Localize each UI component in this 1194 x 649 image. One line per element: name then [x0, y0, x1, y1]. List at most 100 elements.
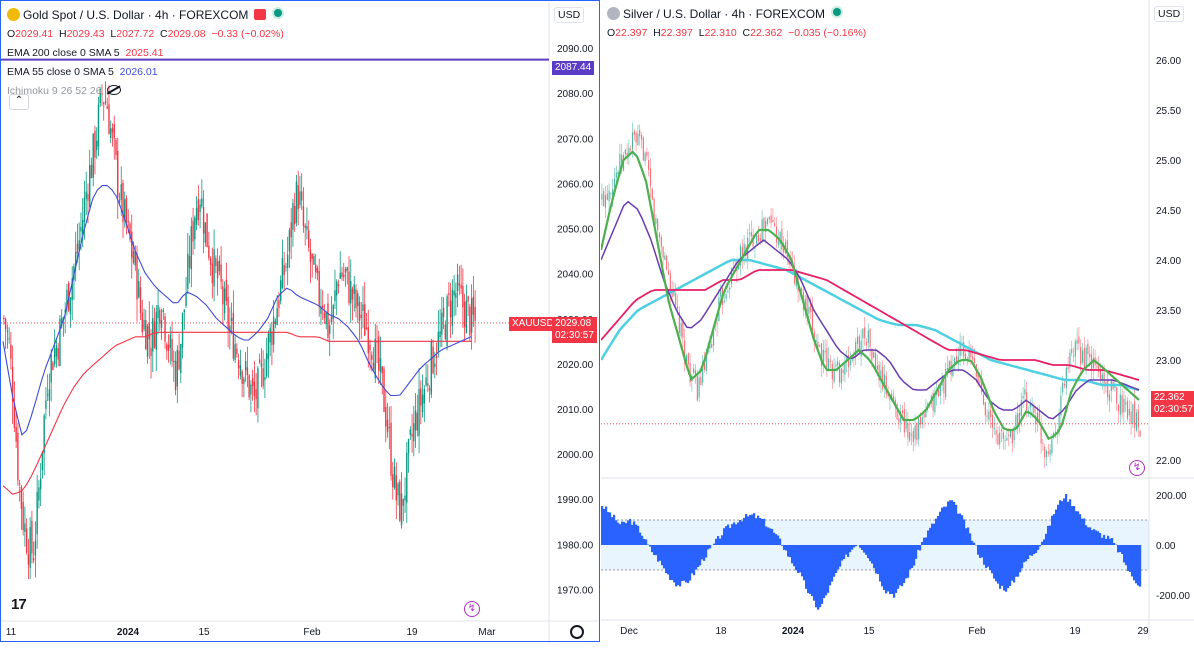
candle — [720, 289, 722, 297]
candle — [83, 197, 86, 223]
candle — [45, 400, 47, 409]
ichimoku-legend[interactable]: Ichimoku 9 26 52 26 — [7, 82, 284, 101]
oscillator-bar — [673, 545, 676, 583]
oscillator-bar — [695, 545, 698, 570]
candle — [474, 306, 476, 321]
oscillator-bar — [955, 504, 958, 545]
silver-currency-button[interactable]: USD — [1154, 6, 1185, 22]
candle — [1038, 409, 1040, 422]
oscillator-bar — [741, 521, 744, 545]
oscillator-bar — [749, 514, 752, 545]
candle — [362, 304, 364, 311]
candle — [604, 195, 607, 208]
time-tick-label: Mar — [478, 627, 496, 638]
oscillator-bar — [651, 545, 654, 553]
candle — [860, 340, 862, 357]
price-tick-label: 23.50 — [1156, 306, 1181, 317]
candle — [323, 312, 326, 318]
ema55-legend[interactable]: EMA 55 close 0 SMA 5 2026.01 — [7, 66, 158, 78]
candle — [124, 199, 126, 221]
oscillator-bar — [625, 523, 628, 545]
candle — [880, 370, 882, 382]
candle — [145, 320, 147, 350]
candle — [420, 388, 422, 406]
oscillator-bar — [1091, 530, 1094, 545]
candle — [304, 225, 306, 228]
gold-chart-panel[interactable]: 1970.00 1980.00 1990.00 2000.00 2010.00 2020.… — [0, 0, 600, 642]
candle — [413, 423, 415, 442]
candle — [418, 389, 420, 436]
candle — [400, 493, 403, 526]
candle — [1051, 439, 1053, 454]
candle — [1105, 382, 1107, 384]
candle — [432, 346, 434, 374]
collapse-legend-button[interactable]: ⌃ — [9, 94, 29, 110]
candle — [220, 264, 222, 282]
candle — [946, 367, 949, 370]
candle — [246, 367, 249, 376]
ma-long-line — [601, 258, 1140, 392]
oscillator-bar — [725, 526, 728, 545]
oscillator-bar — [713, 543, 716, 545]
candle — [649, 168, 652, 187]
oscillator-bar — [889, 545, 892, 595]
candle — [914, 425, 916, 440]
silver-chart-panel[interactable]: 22.0022.5023.0023.5024.0024.5025.0025.50… — [601, 0, 1194, 642]
oscillator-tick-label: -200.00 — [1156, 591, 1190, 602]
oscillator-bar — [867, 545, 870, 559]
candle — [1135, 412, 1138, 431]
oscillator-bar — [635, 524, 638, 545]
oscillator-bar — [871, 545, 874, 564]
candle — [882, 366, 884, 389]
candle — [972, 356, 974, 360]
oscillator-bar — [827, 545, 830, 593]
candle — [244, 360, 247, 371]
ema55-line — [2, 184, 472, 436]
candle — [87, 193, 89, 201]
ema200-legend[interactable]: EMA 200 close 0 SMA 5 2025.41 — [7, 47, 164, 59]
oscillator-bar — [909, 545, 912, 570]
oscillator-bar — [973, 542, 976, 545]
flag-icon[interactable] — [254, 9, 267, 20]
lightning-icon[interactable]: ↯ — [1129, 460, 1145, 476]
ma-fast-line — [601, 150, 1140, 441]
settings-gear-icon[interactable] — [570, 625, 584, 639]
oscillator-bar — [943, 506, 946, 545]
oscillator-bar — [663, 545, 666, 569]
oscillator-bar — [1113, 542, 1116, 545]
lightning-icon[interactable]: ↯ — [464, 601, 480, 617]
candle — [269, 328, 271, 343]
candle — [1139, 430, 1141, 437]
candle — [80, 226, 82, 232]
candle — [763, 217, 765, 229]
oscillator-bar — [759, 518, 762, 545]
oscillator-bar — [929, 527, 932, 545]
candle — [222, 286, 224, 305]
oscillator-bar — [1139, 545, 1142, 587]
oscillator-bar — [887, 545, 890, 592]
candle — [378, 336, 380, 371]
oscillator-bar — [865, 545, 868, 555]
candle — [741, 247, 743, 259]
gold-currency-button[interactable]: USD — [554, 7, 585, 23]
candle — [348, 271, 350, 304]
candle — [106, 106, 108, 109]
candle — [358, 302, 361, 321]
gold-chart-canvas[interactable]: 1970.00 1980.00 1990.00 2000.00 2010.00 2020.… — [1, 1, 599, 641]
tradingview-logo[interactable]: 17 — [11, 596, 27, 613]
eye-hidden-icon[interactable] — [107, 85, 122, 95]
oscillator-bar — [843, 545, 846, 560]
candle — [129, 223, 131, 240]
silver-chart-canvas[interactable]: 22.0022.5023.0023.5024.0024.5025.0025.50… — [601, 0, 1194, 640]
oscillator-bar — [963, 519, 966, 545]
candle — [374, 338, 376, 379]
candle — [379, 358, 382, 372]
oscillator-bar — [1069, 499, 1072, 545]
hline-price-label: 2087.44 — [552, 61, 595, 75]
candle — [416, 412, 419, 431]
candle — [705, 356, 707, 371]
oscillator-bar — [1053, 514, 1056, 545]
oscillator-bar — [875, 545, 878, 574]
candle — [1123, 398, 1125, 413]
candle — [313, 256, 315, 265]
